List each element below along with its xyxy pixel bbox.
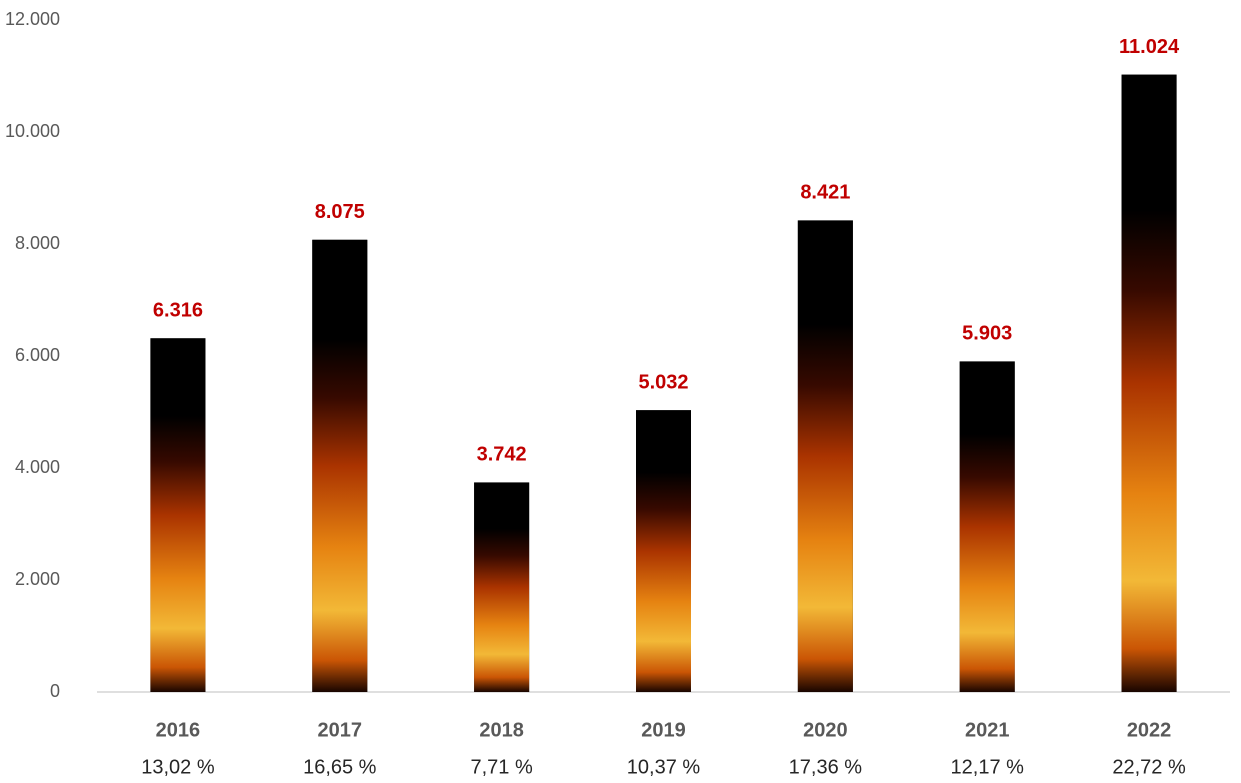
y-tick-label: 2.000 xyxy=(15,569,60,589)
value-label: 5.032 xyxy=(638,371,688,393)
value-label: 3.742 xyxy=(477,444,527,466)
value-label: 6.316 xyxy=(153,300,203,322)
x-sub-label: 13,02 % xyxy=(141,756,215,778)
y-tick-label: 10.000 xyxy=(5,121,60,141)
x-tick-label: 2018 xyxy=(479,719,524,741)
x-tick-label: 2019 xyxy=(641,719,686,741)
x-tick-label: 2020 xyxy=(803,719,848,741)
flame xyxy=(474,482,530,692)
x-sub-label: 10,37 % xyxy=(627,756,701,778)
value-label: 8.421 xyxy=(800,182,850,204)
flame xyxy=(959,361,1015,692)
flame xyxy=(636,410,691,692)
x-sub-label: 7,71 % xyxy=(471,756,533,778)
flame xyxy=(1121,74,1177,692)
x-tick-label: 2017 xyxy=(318,719,363,741)
value-label: 5.903 xyxy=(962,323,1012,345)
x-sub-label: 16,65 % xyxy=(303,756,377,778)
x-sub-label: 17,36 % xyxy=(789,756,863,778)
value-label: 11.024 xyxy=(1119,36,1180,58)
x-sub-label: 22,72 % xyxy=(1112,756,1186,778)
y-tick-label: 6.000 xyxy=(15,345,60,365)
flame xyxy=(150,338,206,692)
x-sub-label: 12,17 % xyxy=(951,756,1025,778)
y-tick-label: 0 xyxy=(50,681,60,701)
value-label: 8.075 xyxy=(315,201,365,223)
y-tick-label: 12.000 xyxy=(5,9,60,29)
x-tick-label: 2021 xyxy=(965,719,1010,741)
x-tick-label: 2022 xyxy=(1127,719,1172,741)
y-tick-label: 8.000 xyxy=(15,233,60,253)
flame xyxy=(312,239,368,693)
y-tick-label: 4.000 xyxy=(15,457,60,477)
flame xyxy=(797,220,853,692)
x-tick-label: 2016 xyxy=(156,719,201,741)
